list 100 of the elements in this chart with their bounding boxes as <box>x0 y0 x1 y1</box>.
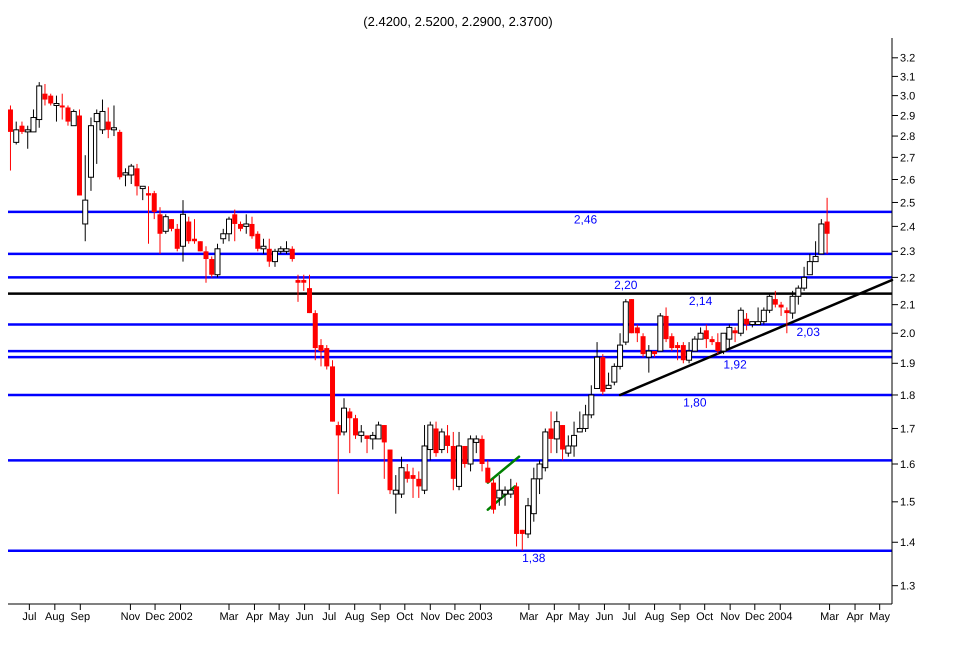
x-tick-label: Aug <box>644 610 664 623</box>
y-tick-label: 1.8 <box>900 390 916 402</box>
candlestick <box>174 223 180 252</box>
candlestick <box>19 121 24 134</box>
candlestick <box>203 246 208 284</box>
y-tick-label: 1.7 <box>900 423 916 436</box>
y-tick-label: 2.5 <box>900 197 916 210</box>
y-tick-label: 2.9 <box>900 110 916 122</box>
candlestick <box>715 332 720 355</box>
x-tick-label: Nov <box>120 610 141 623</box>
candlestick <box>548 410 554 454</box>
x-tick-label: Mar <box>820 610 840 623</box>
x-tick-label: Jun <box>296 610 314 623</box>
candlestick <box>438 428 445 454</box>
candlestick <box>445 424 450 454</box>
candlestick <box>65 104 70 126</box>
y-tick-label: 1.4 <box>900 537 916 550</box>
x-tick-label: May <box>568 610 590 623</box>
candlestick <box>640 332 646 358</box>
candlestick <box>70 108 77 126</box>
x-tick-label: Sep <box>370 610 390 623</box>
candlestick <box>341 398 348 436</box>
candlestick <box>140 186 146 201</box>
candlestick <box>778 301 784 316</box>
annotation: 1,80 <box>683 396 707 410</box>
y-tick-label: 1.9 <box>900 358 916 370</box>
candlestick <box>209 256 214 278</box>
x-tick-label: Oct <box>696 610 714 623</box>
y-tick-label: 2.3 <box>900 246 916 258</box>
x-tick-label: Jul <box>322 610 336 623</box>
candlestick <box>772 290 778 308</box>
candlestick <box>60 93 65 120</box>
y-tick-label: 2.7 <box>900 152 916 164</box>
x-tick-label: Aug <box>344 610 364 623</box>
y-tick-label: 2.6 <box>900 174 916 186</box>
annotation: 2,03 <box>796 325 820 340</box>
candlestick <box>13 121 20 145</box>
candlestick <box>260 238 267 254</box>
x-tick-label: 2003 <box>468 610 493 623</box>
x-tick-label: Mar <box>220 610 239 623</box>
candlestick <box>238 221 243 232</box>
candlestick <box>824 197 830 254</box>
candlestick <box>106 106 111 139</box>
candlestick <box>198 240 203 252</box>
candlestick <box>606 372 612 390</box>
candlestick <box>243 214 250 234</box>
y-tick-label: 1.5 <box>900 496 916 509</box>
x-tick-label: 2004 <box>768 610 793 623</box>
x-tick-label: Mar <box>519 610 539 623</box>
candlestick <box>336 421 341 495</box>
x-tick-label: Dec <box>745 610 766 623</box>
x-tick-label: Nov <box>420 610 441 623</box>
candlestick <box>347 408 352 454</box>
candlestick <box>364 434 370 454</box>
candlestick <box>266 238 272 268</box>
x-tick-label: May <box>869 610 891 623</box>
y-tick-label: 3.2 <box>900 52 916 65</box>
candlestick <box>485 460 490 484</box>
candlestick <box>358 424 364 443</box>
y-tick-label: 2.2 <box>900 272 916 284</box>
candlestick <box>232 209 238 242</box>
candlestick <box>353 414 358 440</box>
y-tick-label: 2.0 <box>900 328 916 340</box>
candlestick <box>646 344 652 374</box>
annotation: 1,38 <box>522 551 546 566</box>
candlestick <box>738 306 744 337</box>
candlestick <box>416 470 422 498</box>
x-tick-label: Jul <box>622 610 636 623</box>
x-tick-label: Aug <box>45 610 65 623</box>
y-tick-label: 3.1 <box>900 71 916 84</box>
candlestick <box>134 163 140 196</box>
candlestick <box>382 424 387 480</box>
candlestick <box>110 104 117 137</box>
x-tick-label: Dec <box>145 610 166 623</box>
candlestick <box>53 95 60 122</box>
x-tick-label: Sep <box>670 610 690 623</box>
chart-title: (2.4200, 2.5200, 2.2900, 2.3700) <box>363 14 553 29</box>
annotation: 1,92 <box>723 358 748 372</box>
y-tick-label: 3.0 <box>900 90 916 103</box>
y-tick-label: 2.1 <box>900 300 916 312</box>
x-tick-label: Jul <box>22 610 36 623</box>
x-tick-label: Apr <box>546 610 564 623</box>
candlestick <box>704 324 709 349</box>
y-tick-label: 2.8 <box>900 130 916 143</box>
candlestick <box>8 104 13 172</box>
candlestick <box>462 445 468 468</box>
x-tick-label: 2002 <box>168 610 193 623</box>
y-tick-label: 1.3 <box>900 580 916 593</box>
x-tick-label: Oct <box>396 610 414 623</box>
candlestick <box>290 246 295 262</box>
x-tick-label: Apr <box>246 610 264 623</box>
x-tick-label: Jun <box>596 610 614 623</box>
annotation: 2,14 <box>688 294 713 308</box>
annotation: 2,46 <box>574 212 598 226</box>
x-tick-label: May <box>268 610 290 623</box>
x-tick-label: Nov <box>720 610 740 623</box>
candlestick <box>744 312 750 331</box>
candlestick <box>157 206 162 254</box>
candlestick <box>168 218 174 232</box>
y-tick-label: 1.6 <box>900 458 916 471</box>
